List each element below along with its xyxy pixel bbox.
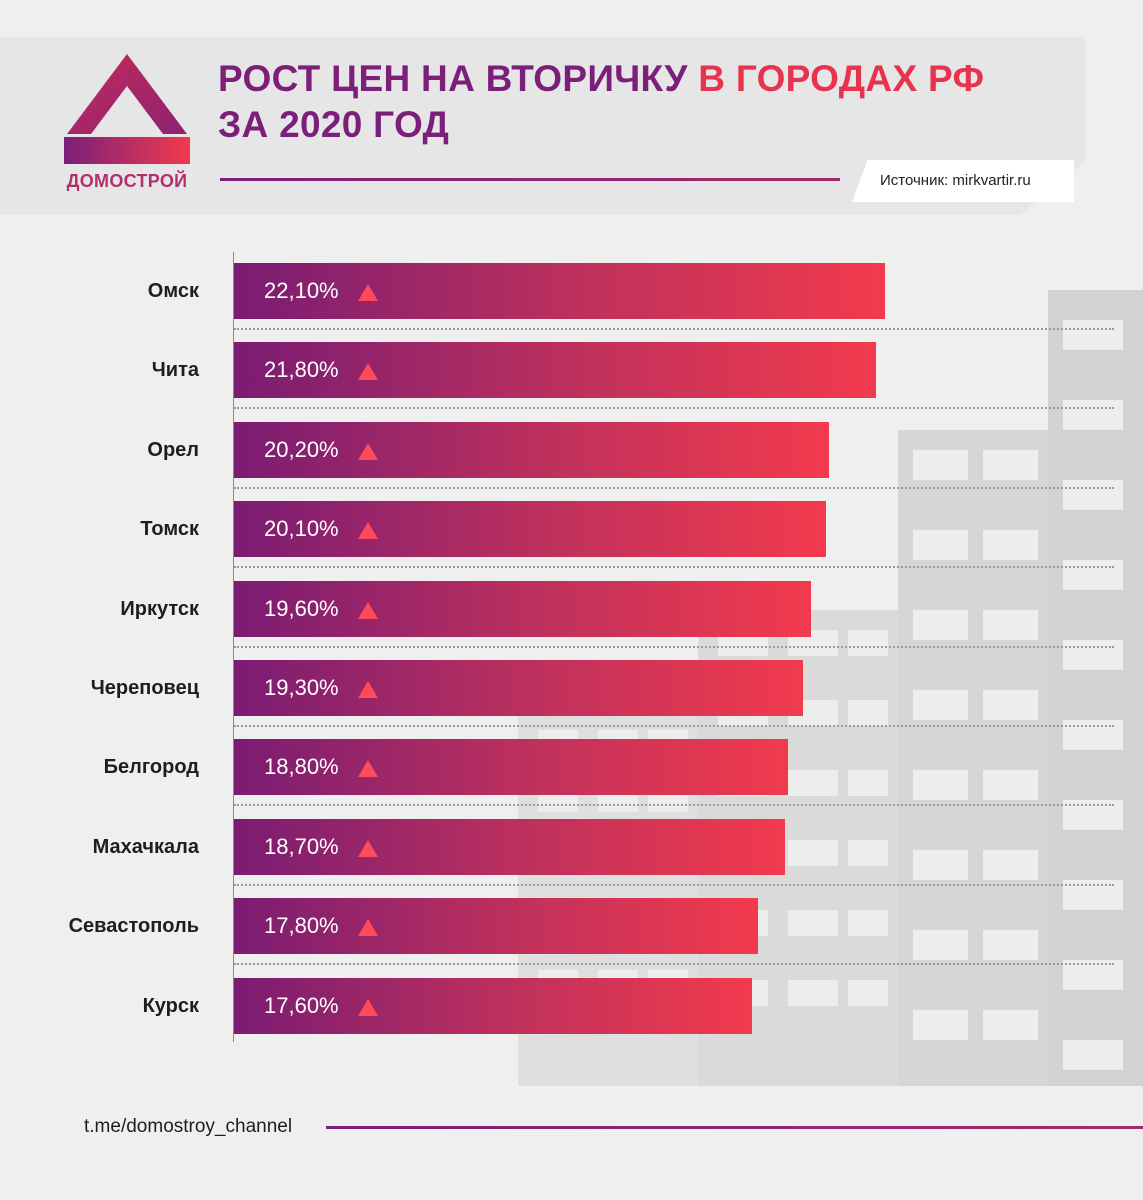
value-label: 17,80% <box>264 913 339 938</box>
bar <box>234 660 803 716</box>
triangle-up-icon <box>358 760 378 777</box>
value-label: 19,30% <box>264 675 339 700</box>
chart-axis-line <box>233 252 234 1042</box>
row-separator <box>234 804 1114 806</box>
telegram-channel-link[interactable]: t.me/domostroy_channel <box>84 1116 293 1137</box>
bar-row: Курск 17,60% <box>0 978 1143 1034</box>
triangle-up-icon <box>358 522 378 539</box>
category-label: Томск <box>140 518 199 540</box>
row-separator <box>234 646 1114 648</box>
triangle-up-icon <box>358 602 378 619</box>
value-label: 18,80% <box>264 754 339 779</box>
page-title: РОСТ ЦЕН НА ВТОРИЧКУ В ГОРОДАХ РФ ЗА 202… <box>218 56 1098 148</box>
row-separator <box>234 487 1114 489</box>
bar-row: Чита 21,80% <box>0 342 1143 409</box>
triangle-up-icon <box>358 840 378 857</box>
triangle-up-icon <box>358 919 378 936</box>
row-separator <box>234 884 1114 886</box>
category-label: Белгород <box>103 756 199 778</box>
bar-row: Орел 20,20% <box>0 422 1143 489</box>
row-separator <box>234 328 1114 330</box>
bar-row: Череповец 19,30% <box>0 660 1143 727</box>
value-label: 17,60% <box>264 993 339 1018</box>
category-label: Орел <box>147 439 199 461</box>
triangle-up-icon <box>358 681 378 698</box>
category-label: Махачкала <box>92 836 199 858</box>
category-label: Череповец <box>90 677 199 699</box>
category-label: Омск <box>147 280 199 302</box>
value-label: 20,10% <box>264 516 339 541</box>
bar <box>234 342 876 398</box>
row-separator <box>234 963 1114 965</box>
domostroy-logo <box>64 54 190 164</box>
row-separator <box>234 566 1114 568</box>
value-label: 18,70% <box>264 834 339 859</box>
bar-row: Севастополь 17,80% <box>0 898 1143 965</box>
bar <box>234 978 752 1034</box>
bar <box>234 501 826 557</box>
bar <box>234 739 788 795</box>
title-part-purple: РОСТ ЦЕН НА ВТОРИЧКУ <box>218 58 699 99</box>
category-label: Курск <box>142 995 199 1017</box>
category-label: Севастополь <box>68 915 199 937</box>
category-label: Чита <box>151 359 199 381</box>
bar <box>234 819 785 875</box>
value-label: 20,20% <box>264 437 339 462</box>
triangle-up-icon <box>358 443 378 460</box>
bar-row: Томск 20,10% <box>0 501 1143 568</box>
value-label: 22,10% <box>264 278 339 303</box>
header-divider <box>220 178 840 181</box>
triangle-up-icon <box>358 363 378 380</box>
bar <box>234 263 885 319</box>
row-separator <box>234 725 1114 727</box>
bar-row: Иркутск 19,60% <box>0 581 1143 648</box>
value-label: 19,60% <box>264 596 339 621</box>
bar-row: Махачкала 18,70% <box>0 819 1143 886</box>
bar <box>234 898 758 954</box>
triangle-up-icon <box>358 284 378 301</box>
triangle-up-icon <box>358 999 378 1016</box>
title-line-2: ЗА 2020 ГОД <box>218 104 450 145</box>
bar-row: Белгород 18,80% <box>0 739 1143 806</box>
bar <box>234 581 811 637</box>
bar-row: Омск 22,10% <box>0 263 1143 330</box>
category-label: Иркутск <box>120 598 199 620</box>
value-label: 21,80% <box>264 357 339 382</box>
title-part-red: В ГОРОДАХ РФ <box>698 58 985 99</box>
footer-divider <box>326 1126 1143 1129</box>
source-label: Источник: mirkvartir.ru <box>880 172 1031 189</box>
row-separator <box>234 407 1114 409</box>
source-box <box>852 160 1074 202</box>
bar <box>234 422 829 478</box>
logo-wordmark: ДОМОСТРОЙ <box>66 171 188 191</box>
